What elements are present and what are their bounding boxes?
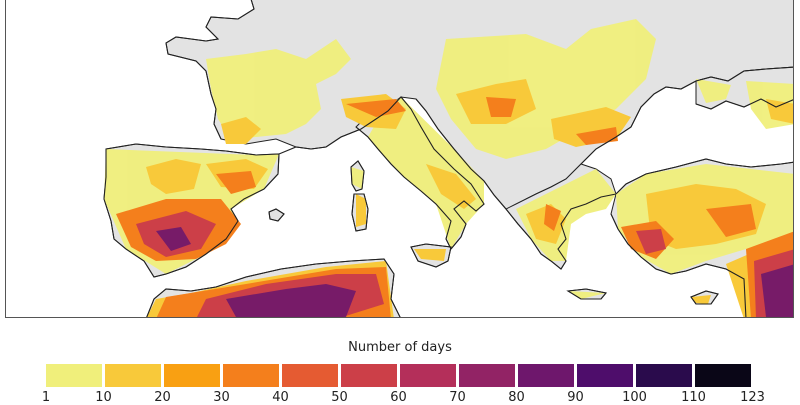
- legend-swatch-40-50: [282, 364, 338, 387]
- legend-swatch-110-123: [695, 364, 751, 387]
- legend-tick-label: 40: [272, 390, 289, 405]
- legend-swatch-20-30: [164, 364, 220, 387]
- legend-swatch-100-110: [636, 364, 692, 387]
- legend-tick-label: 30: [213, 390, 230, 405]
- map-panel: [5, 0, 794, 318]
- legend-swatch-70-80: [459, 364, 515, 387]
- legend-swatch-60-70: [400, 364, 456, 387]
- legend-tick-label: 80: [508, 390, 525, 405]
- choropleth-map: [103, 0, 793, 317]
- legend-tick-label: 123: [740, 390, 765, 405]
- legend-color-bar: [46, 364, 751, 387]
- legend-tick-label: 60: [390, 390, 407, 405]
- legend-swatch-90-100: [577, 364, 633, 387]
- legend-tick-label: 20: [154, 390, 171, 405]
- legend-tick-labels: 1 10 20 30 40 50 60 70 80 90 100 110 123: [0, 390, 800, 405]
- coastlines: [103, 0, 793, 317]
- legend-tick-label: 50: [331, 390, 348, 405]
- legend-swatch-1-10: [46, 364, 102, 387]
- legend-tick-label: 90: [567, 390, 584, 405]
- legend-tick-label: 110: [681, 390, 706, 405]
- legend-swatch-50-60: [341, 364, 397, 387]
- legend-tick-label: 100: [622, 390, 647, 405]
- heat-days-purple: [156, 227, 793, 317]
- legend-swatch-10-20: [105, 364, 161, 387]
- legend-tick-label: 10: [95, 390, 112, 405]
- legend-title: Number of days: [348, 340, 452, 355]
- legend-swatch-80-90: [518, 364, 574, 387]
- legend-tick-label: 70: [449, 390, 466, 405]
- legend-tick-label: 1: [41, 390, 51, 405]
- legend-swatch-30-40: [223, 364, 279, 387]
